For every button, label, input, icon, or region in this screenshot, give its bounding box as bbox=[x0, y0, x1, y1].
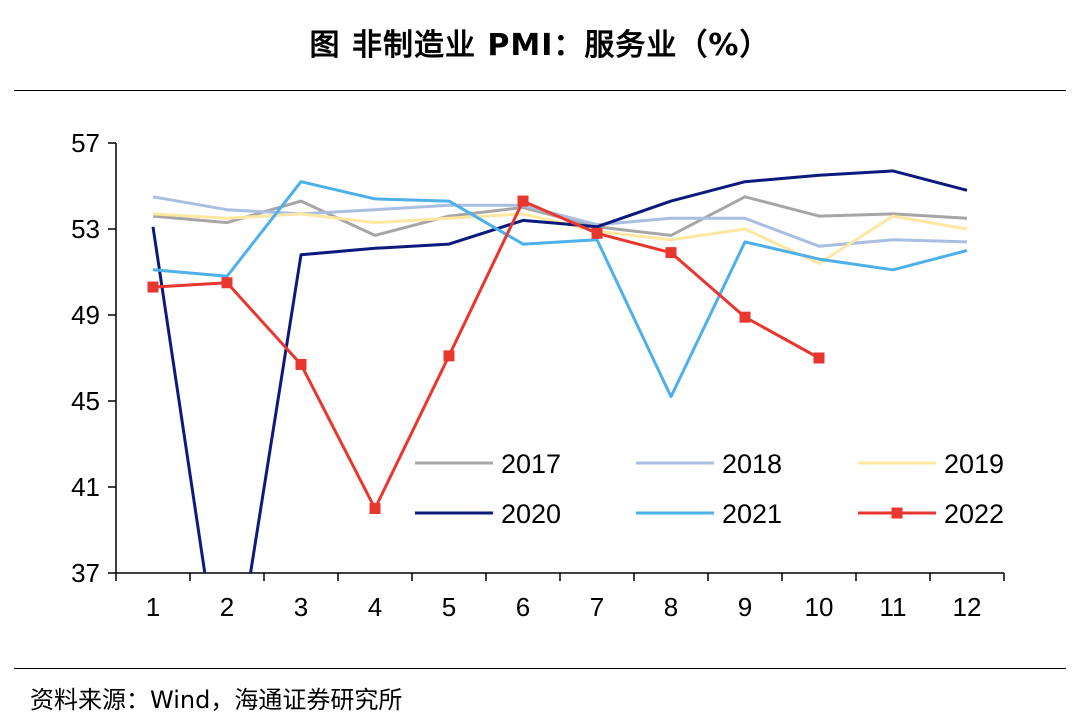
data-point-2022 bbox=[221, 277, 233, 289]
legend-label-2022: 2022 bbox=[944, 499, 1004, 529]
series-2019 bbox=[152, 212, 968, 265]
top-divider bbox=[14, 90, 1066, 91]
series-2022 bbox=[152, 199, 820, 510]
series-line-2021 bbox=[152, 180, 968, 399]
legend-label-2018: 2018 bbox=[722, 449, 782, 479]
data-point-2022 bbox=[665, 247, 677, 259]
series-line-2020 bbox=[151, 169, 968, 573]
x-tick-label: 12 bbox=[953, 592, 982, 622]
series-2021 bbox=[152, 180, 968, 399]
x-tick-label: 1 bbox=[146, 592, 160, 622]
x-tick-label: 10 bbox=[805, 592, 834, 622]
x-tick-label: 11 bbox=[880, 592, 907, 622]
data-point-2022 bbox=[739, 311, 751, 323]
data-point-2022 bbox=[443, 350, 455, 362]
legend-label-2017: 2017 bbox=[501, 449, 561, 479]
x-tick-label: 6 bbox=[516, 592, 530, 622]
x-tick-label: 3 bbox=[294, 592, 308, 622]
data-point-2022 bbox=[369, 503, 381, 514]
x-tick-label: 5 bbox=[442, 592, 456, 622]
bottom-divider bbox=[14, 668, 1066, 669]
y-tick-label: 37 bbox=[71, 558, 100, 588]
series-line-2019 bbox=[152, 212, 968, 265]
data-point-2022 bbox=[591, 227, 603, 239]
y-tick-label: 49 bbox=[71, 300, 100, 330]
y-tick-label: 41 bbox=[71, 472, 100, 502]
legend-label-2019: 2019 bbox=[944, 449, 1004, 479]
series-layer bbox=[147, 169, 968, 573]
legend-marker-2022 bbox=[891, 507, 903, 519]
source-note: 资料来源：Wind，海通证券研究所 bbox=[30, 686, 403, 714]
data-point-2022 bbox=[295, 358, 307, 370]
legend-label-2021: 2021 bbox=[722, 499, 782, 529]
legend-item-2017: 2017 bbox=[415, 449, 561, 479]
y-tick-label: 53 bbox=[71, 214, 100, 244]
chart-title: 图 非制造业 PMI：服务业（%） bbox=[309, 28, 771, 63]
x-tick-label: 4 bbox=[368, 592, 382, 622]
data-point-2022 bbox=[147, 281, 159, 293]
legend-label-2020: 2020 bbox=[501, 499, 561, 529]
series-2020 bbox=[151, 169, 968, 573]
legend-item-2019: 2019 bbox=[858, 449, 1004, 479]
x-tick-label: 7 bbox=[590, 592, 604, 622]
legend-item-2022: 2022 bbox=[858, 499, 1004, 529]
x-tick-label: 9 bbox=[738, 592, 752, 622]
legend-item-2021: 2021 bbox=[636, 499, 782, 529]
data-point-2022 bbox=[517, 195, 529, 207]
x-tick-label: 8 bbox=[664, 592, 678, 622]
legend-item-2020: 2020 bbox=[415, 499, 561, 529]
y-tick-label: 57 bbox=[71, 128, 100, 158]
data-point-2022 bbox=[813, 352, 825, 364]
y-tick-label: 45 bbox=[71, 386, 100, 416]
legend-item-2018: 2018 bbox=[636, 449, 782, 479]
legend: 2017 2018 2019 2020 2021 2022 bbox=[415, 449, 1004, 529]
series-line-2022 bbox=[152, 199, 820, 510]
x-tick-label: 2 bbox=[220, 592, 234, 622]
